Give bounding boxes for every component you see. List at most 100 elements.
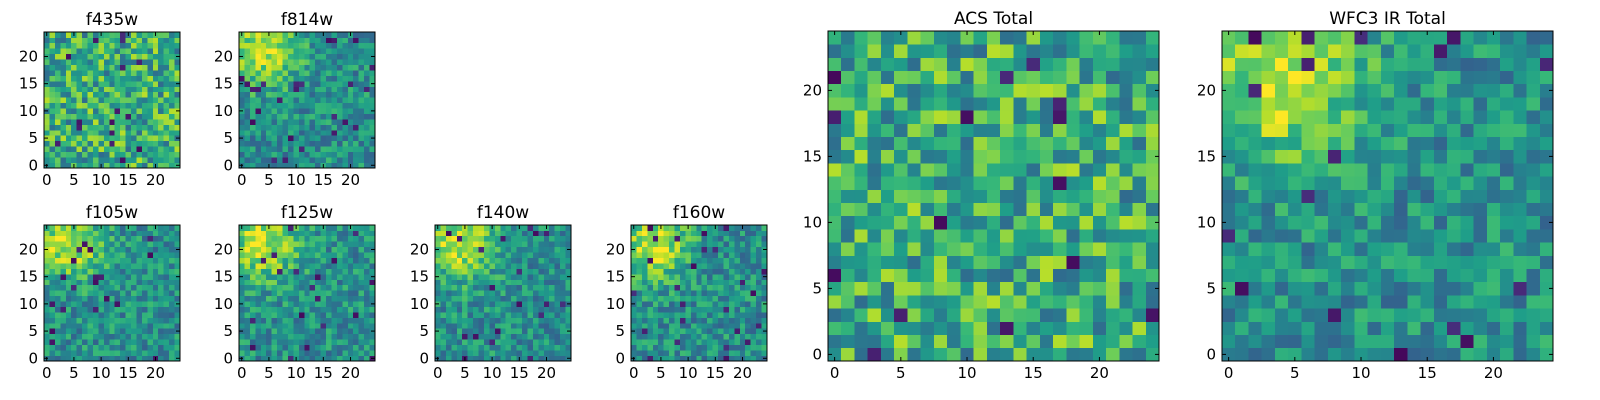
heatmap-cell: [147, 135, 154, 142]
heatmap-cell: [260, 53, 267, 60]
heatmap-cell: [1013, 308, 1027, 322]
heatmap-cell: [652, 355, 659, 362]
heatmap-cell: [87, 339, 94, 346]
heatmap-cell: [841, 321, 855, 335]
heatmap-cell: [761, 284, 768, 291]
x-tick-label: 5: [264, 171, 274, 189]
heatmap-cell: [309, 263, 316, 269]
heatmap-cell: [260, 42, 267, 49]
heatmap-cell: [1000, 44, 1014, 58]
heatmap-cell: [114, 140, 121, 147]
heatmap-cell: [761, 306, 768, 313]
heatmap-cell: [1526, 229, 1541, 243]
heatmap-cell: [147, 162, 154, 169]
heatmap-cell: [44, 86, 50, 93]
axes-frame: [238, 31, 376, 169]
heatmap-cell: [277, 157, 283, 163]
heatmap-cell: [147, 32, 154, 38]
heatmap-cell: [287, 279, 294, 286]
heatmap-cell: [679, 290, 686, 297]
heatmap-cell: [131, 328, 137, 335]
heatmap-cell: [933, 97, 948, 111]
heatmap-cell: [152, 75, 159, 82]
heatmap-cell: [309, 306, 316, 313]
heatmap-cell: [353, 230, 360, 237]
heatmap-cell: [658, 284, 664, 291]
heatmap-cell: [125, 151, 132, 158]
heatmap-cell: [49, 113, 56, 120]
heatmap-cell: [445, 317, 452, 324]
heatmap-cell: [543, 284, 550, 291]
heatmap-cell: [131, 146, 137, 153]
heatmap-cell: [326, 246, 332, 253]
heatmap-cell: [152, 339, 159, 346]
heatmap-cell: [565, 339, 572, 346]
heatmap-cell: [141, 306, 148, 313]
heatmap-cell: [554, 273, 561, 280]
heatmap-cell: [71, 157, 77, 163]
heatmap-cell: [249, 301, 256, 307]
heatmap-cell: [565, 350, 572, 356]
heatmap-cell: [54, 70, 61, 76]
heatmap-cell: [54, 225, 61, 231]
heatmap-cell: [1106, 308, 1120, 322]
heatmap-cell: [336, 32, 343, 38]
heatmap-cell: [141, 86, 148, 93]
heatmap-cell: [1119, 334, 1133, 349]
heatmap-cell: [707, 284, 713, 291]
heatmap-cell: [71, 263, 77, 269]
heatmap-cell: [1235, 255, 1249, 269]
heatmap-cell: [92, 91, 99, 98]
heatmap-cell: [169, 157, 175, 163]
heatmap-cell: [364, 135, 370, 142]
heatmap-cell: [49, 64, 56, 71]
heatmap-cell: [500, 257, 507, 264]
heatmap-cell: [353, 306, 360, 313]
heatmap-cell: [1000, 97, 1014, 111]
heatmap-cell: [282, 355, 289, 362]
heatmap-cell: [158, 290, 165, 297]
heatmap-cell: [342, 355, 349, 362]
heatmap-cell: [505, 317, 512, 324]
heatmap-cell: [701, 322, 708, 329]
heatmap-cell: [554, 322, 561, 329]
heatmap-cell: [445, 246, 452, 253]
heatmap-cell: [287, 157, 294, 163]
heatmap-cell: [1145, 281, 1160, 296]
heatmap-cell: [947, 176, 961, 190]
heatmap-cell: [960, 149, 974, 164]
heatmap-cell: [505, 339, 512, 346]
heatmap-cell: [315, 290, 321, 297]
heatmap-cell: [1026, 334, 1041, 349]
heatmap-cell: [1000, 255, 1014, 269]
heatmap-cell: [244, 317, 251, 324]
heatmap-cell: [260, 328, 267, 335]
heatmap-cell: [65, 108, 72, 114]
heatmap-cell: [315, 322, 321, 329]
heatmap-cell: [244, 273, 251, 280]
heatmap-cell: [92, 279, 99, 286]
heatmap-cell: [690, 290, 697, 297]
heatmap-cell: [244, 350, 251, 356]
heatmap-cell: [1145, 229, 1160, 243]
heatmap-cell: [986, 281, 1001, 296]
y-tick-label: 5: [28, 322, 38, 340]
heatmap-cell: [244, 312, 251, 318]
heatmap-cells: [44, 225, 181, 362]
heatmap-cell: [131, 162, 137, 169]
heatmap-cell: [494, 284, 501, 291]
heatmap-cell: [867, 268, 882, 283]
heatmap-cell: [1460, 176, 1474, 190]
heatmap-cell: [641, 257, 648, 264]
heatmap-cell: [260, 273, 267, 280]
heatmap-cell: [147, 70, 154, 76]
heatmap-cell: [532, 246, 539, 253]
heatmap-cell: [174, 32, 181, 38]
heatmap-cell: [549, 312, 556, 318]
heatmap-cell: [136, 322, 143, 329]
heatmap-cell: [445, 333, 452, 340]
heatmap-cell: [728, 273, 735, 280]
heatmap-cell: [298, 97, 305, 104]
heatmap-cell: [120, 328, 126, 335]
heatmap-cell: [631, 350, 637, 356]
